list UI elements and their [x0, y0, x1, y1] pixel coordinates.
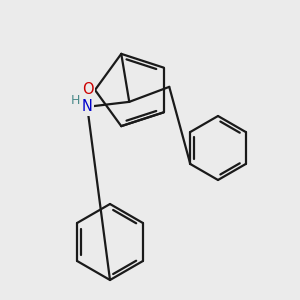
Text: N: N	[82, 99, 93, 114]
Text: H: H	[70, 94, 80, 107]
Text: O: O	[82, 82, 94, 98]
